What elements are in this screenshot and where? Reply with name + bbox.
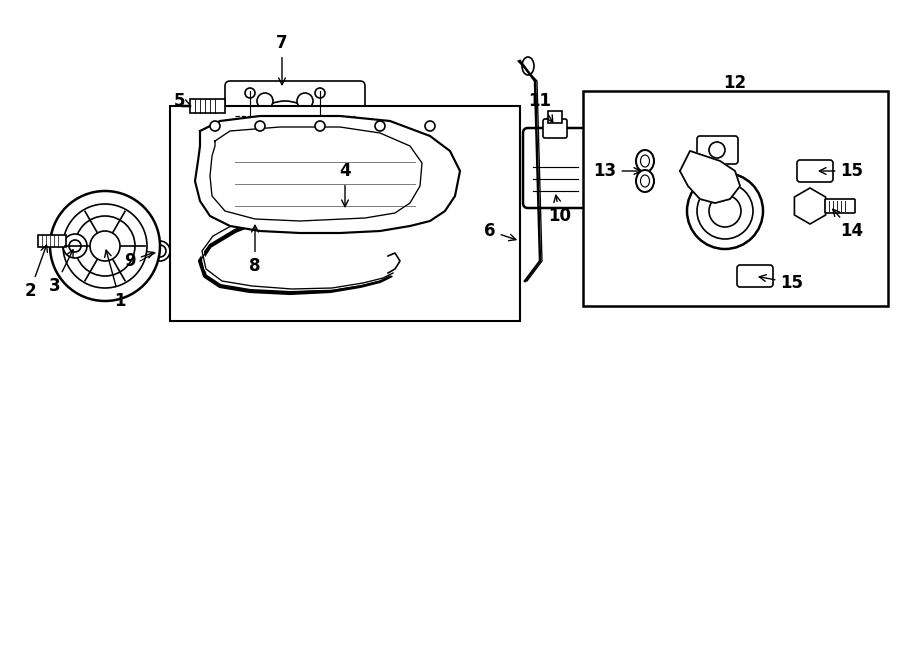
Ellipse shape xyxy=(636,150,654,172)
FancyBboxPatch shape xyxy=(213,121,235,155)
Text: 3: 3 xyxy=(50,250,73,295)
Text: 13: 13 xyxy=(593,162,641,180)
Text: 9: 9 xyxy=(124,252,154,270)
Ellipse shape xyxy=(522,57,534,75)
Circle shape xyxy=(263,114,307,158)
Circle shape xyxy=(250,101,320,171)
Circle shape xyxy=(297,93,313,109)
Circle shape xyxy=(687,173,763,249)
Text: 7: 7 xyxy=(276,34,288,85)
Text: 4: 4 xyxy=(339,162,351,207)
Text: 11: 11 xyxy=(528,92,553,122)
FancyBboxPatch shape xyxy=(543,119,567,138)
Text: 15: 15 xyxy=(760,274,804,292)
Text: 1: 1 xyxy=(104,250,126,310)
Circle shape xyxy=(182,248,218,284)
Circle shape xyxy=(154,245,166,257)
Circle shape xyxy=(275,126,295,146)
Circle shape xyxy=(245,88,255,98)
Ellipse shape xyxy=(271,210,293,222)
FancyBboxPatch shape xyxy=(190,99,225,113)
Ellipse shape xyxy=(641,175,650,187)
FancyBboxPatch shape xyxy=(825,199,855,213)
Circle shape xyxy=(50,191,160,301)
Text: 8: 8 xyxy=(249,225,261,275)
Circle shape xyxy=(697,183,753,239)
Text: 10: 10 xyxy=(548,195,572,225)
Circle shape xyxy=(709,142,725,158)
Polygon shape xyxy=(195,116,460,233)
Circle shape xyxy=(63,204,147,288)
Circle shape xyxy=(150,241,170,261)
Circle shape xyxy=(75,216,135,276)
FancyBboxPatch shape xyxy=(225,81,365,191)
FancyBboxPatch shape xyxy=(737,265,773,287)
Text: 6: 6 xyxy=(484,222,516,241)
Ellipse shape xyxy=(641,155,650,167)
Circle shape xyxy=(190,256,210,276)
Polygon shape xyxy=(795,188,825,224)
Text: 15: 15 xyxy=(819,162,863,180)
Circle shape xyxy=(255,121,265,131)
Ellipse shape xyxy=(636,170,654,192)
Bar xyxy=(583,91,888,306)
Circle shape xyxy=(315,121,325,131)
Circle shape xyxy=(69,240,81,252)
Circle shape xyxy=(425,121,435,131)
Polygon shape xyxy=(680,151,740,203)
Text: 2: 2 xyxy=(24,245,48,300)
Text: 5: 5 xyxy=(174,92,191,110)
FancyBboxPatch shape xyxy=(341,121,363,153)
Circle shape xyxy=(90,231,120,261)
FancyBboxPatch shape xyxy=(548,111,562,123)
FancyBboxPatch shape xyxy=(697,136,738,164)
FancyBboxPatch shape xyxy=(38,235,66,247)
Circle shape xyxy=(257,93,273,109)
Text: 14: 14 xyxy=(832,210,864,240)
Circle shape xyxy=(709,195,741,227)
FancyBboxPatch shape xyxy=(797,160,833,182)
Text: 12: 12 xyxy=(724,74,747,92)
Circle shape xyxy=(210,121,220,131)
Ellipse shape xyxy=(274,212,290,230)
Circle shape xyxy=(63,234,87,258)
Circle shape xyxy=(315,88,325,98)
Bar xyxy=(170,106,520,321)
FancyBboxPatch shape xyxy=(523,128,588,208)
Circle shape xyxy=(375,121,385,131)
